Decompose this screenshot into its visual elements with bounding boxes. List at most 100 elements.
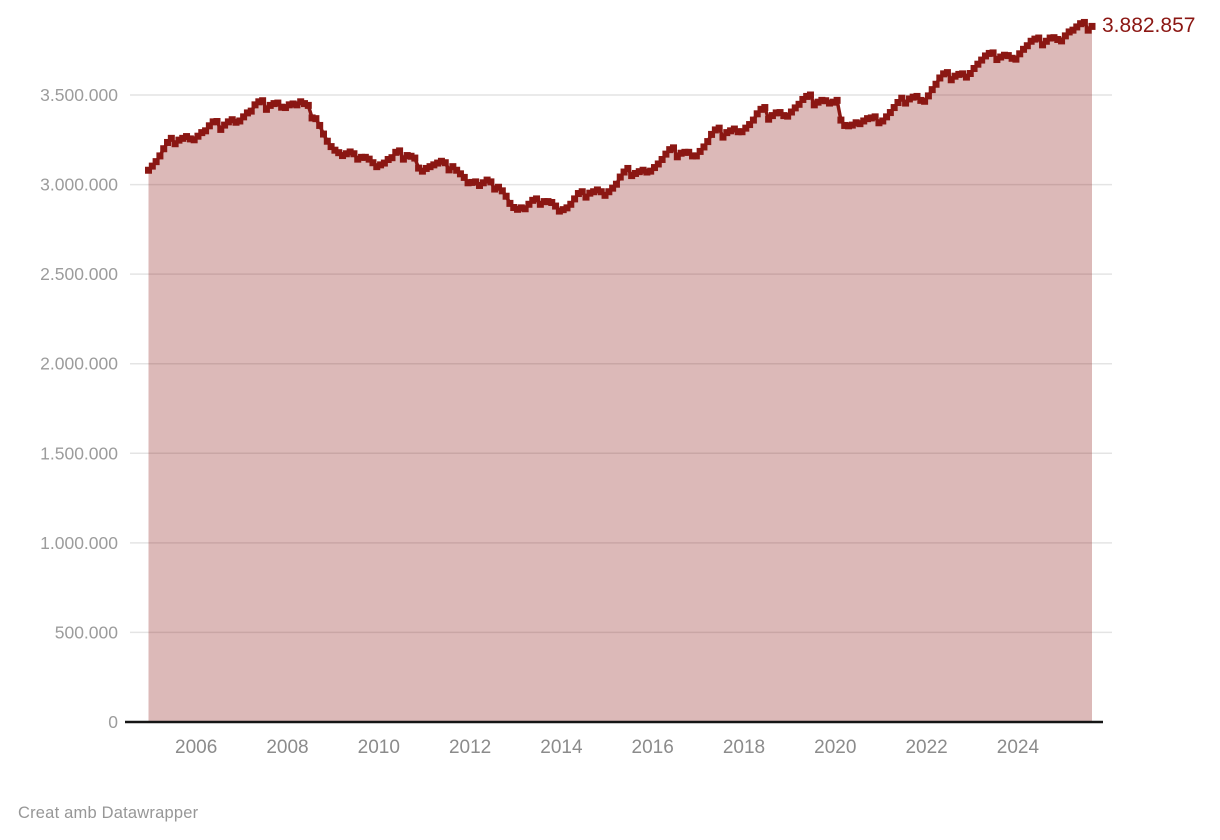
data-point-marker <box>905 95 913 103</box>
data-point-marker <box>647 167 655 175</box>
data-point-marker <box>339 152 347 160</box>
data-point-marker <box>666 146 674 154</box>
data-point-marker <box>262 105 270 113</box>
data-point-marker <box>510 204 518 211</box>
data-point-marker <box>673 153 681 161</box>
data-point-marker <box>1088 22 1096 30</box>
data-point-marker <box>1031 35 1039 43</box>
data-point-marker <box>856 120 864 128</box>
data-point-marker <box>548 198 556 206</box>
data-point-marker <box>700 143 708 151</box>
data-point-marker <box>845 122 853 130</box>
attribution-text: Creat amb Datawrapper <box>18 804 199 822</box>
data-point-marker <box>552 202 560 210</box>
data-point-marker <box>997 53 1005 61</box>
data-point-marker <box>1065 28 1073 36</box>
data-point-marker <box>308 114 316 122</box>
data-point-marker <box>259 97 267 105</box>
data-point-marker <box>624 164 632 172</box>
data-point-marker <box>590 188 598 196</box>
data-point-marker <box>799 95 807 103</box>
data-point-marker <box>818 96 826 104</box>
data-point-marker <box>449 163 457 171</box>
data-point-marker <box>704 138 712 146</box>
data-point-marker <box>1046 34 1054 42</box>
x-axis-tick-label: 2024 <box>997 737 1040 758</box>
data-point-marker <box>734 128 742 136</box>
data-point-marker <box>312 115 320 123</box>
data-point-marker <box>342 150 350 158</box>
data-point-marker <box>297 98 305 106</box>
data-point-marker <box>616 173 624 181</box>
data-point-marker <box>757 105 765 113</box>
data-point-marker <box>331 146 339 154</box>
data-point-marker <box>1016 50 1024 58</box>
data-point-marker <box>837 116 845 124</box>
data-point-marker <box>1027 37 1035 45</box>
data-point-marker <box>536 200 544 208</box>
data-point-marker <box>320 130 327 138</box>
data-point-marker <box>578 188 586 196</box>
x-axis-tick-label: 2020 <box>814 737 856 758</box>
x-axis-tick-label: 2010 <box>358 737 400 758</box>
y-axis-tick-label: 3.000.000 <box>40 175 118 195</box>
x-axis-tick-label: 2018 <box>723 737 765 758</box>
data-point-marker <box>198 129 206 137</box>
data-point-marker <box>932 80 940 88</box>
data-point-marker <box>232 118 240 126</box>
data-point-marker <box>529 196 537 204</box>
data-point-marker <box>274 99 282 107</box>
data-point-marker <box>1054 35 1062 43</box>
data-point-marker <box>978 56 986 64</box>
data-point-marker <box>240 113 248 121</box>
x-axis-tick-label: 2022 <box>905 737 947 758</box>
data-point-marker <box>422 164 430 172</box>
data-point-marker <box>829 98 837 106</box>
data-point-marker <box>384 155 392 163</box>
data-point-marker <box>373 163 381 171</box>
data-point-marker <box>255 98 263 106</box>
data-point-marker <box>810 101 818 109</box>
data-point-marker <box>966 70 974 77</box>
data-point-marker <box>460 173 468 181</box>
data-point-marker <box>441 159 449 167</box>
data-point-marker <box>708 130 716 138</box>
data-point-marker <box>913 92 921 100</box>
data-point-marker <box>495 183 503 191</box>
data-point-marker <box>243 109 251 117</box>
data-point-marker <box>209 118 217 126</box>
data-point-marker <box>768 112 776 120</box>
data-point-marker <box>544 198 552 206</box>
data-point-marker <box>776 109 784 117</box>
data-point-marker <box>304 101 312 109</box>
data-point-marker <box>190 136 198 144</box>
data-point-marker <box>540 198 548 206</box>
data-point-marker <box>886 109 894 117</box>
data-point-marker <box>377 161 385 169</box>
data-point-marker <box>205 122 213 130</box>
x-axis-tick-label: 2008 <box>266 737 308 758</box>
data-point-marker <box>727 127 735 135</box>
data-point-marker <box>1084 26 1092 34</box>
data-point-marker <box>593 186 601 194</box>
data-point-marker <box>167 134 175 142</box>
data-point-marker <box>974 60 982 68</box>
data-point-marker <box>525 200 533 208</box>
data-point-marker <box>171 140 179 148</box>
data-point-marker <box>951 72 959 80</box>
data-point-marker <box>327 143 335 151</box>
data-point-marker <box>753 110 761 118</box>
data-point-marker <box>247 107 255 115</box>
data-point-marker <box>822 97 830 105</box>
data-point-marker <box>928 86 936 94</box>
data-point-marker <box>784 112 792 120</box>
data-point-marker <box>316 121 324 129</box>
data-point-marker <box>464 179 472 187</box>
data-point-marker <box>746 121 754 129</box>
data-point-marker <box>148 162 156 170</box>
data-point-marker <box>228 116 236 124</box>
data-point-marker <box>864 115 872 123</box>
data-point-marker <box>719 133 727 141</box>
y-axis-tick-label: 1.500.000 <box>40 443 118 463</box>
x-axis-tick-label: 2016 <box>632 737 674 758</box>
